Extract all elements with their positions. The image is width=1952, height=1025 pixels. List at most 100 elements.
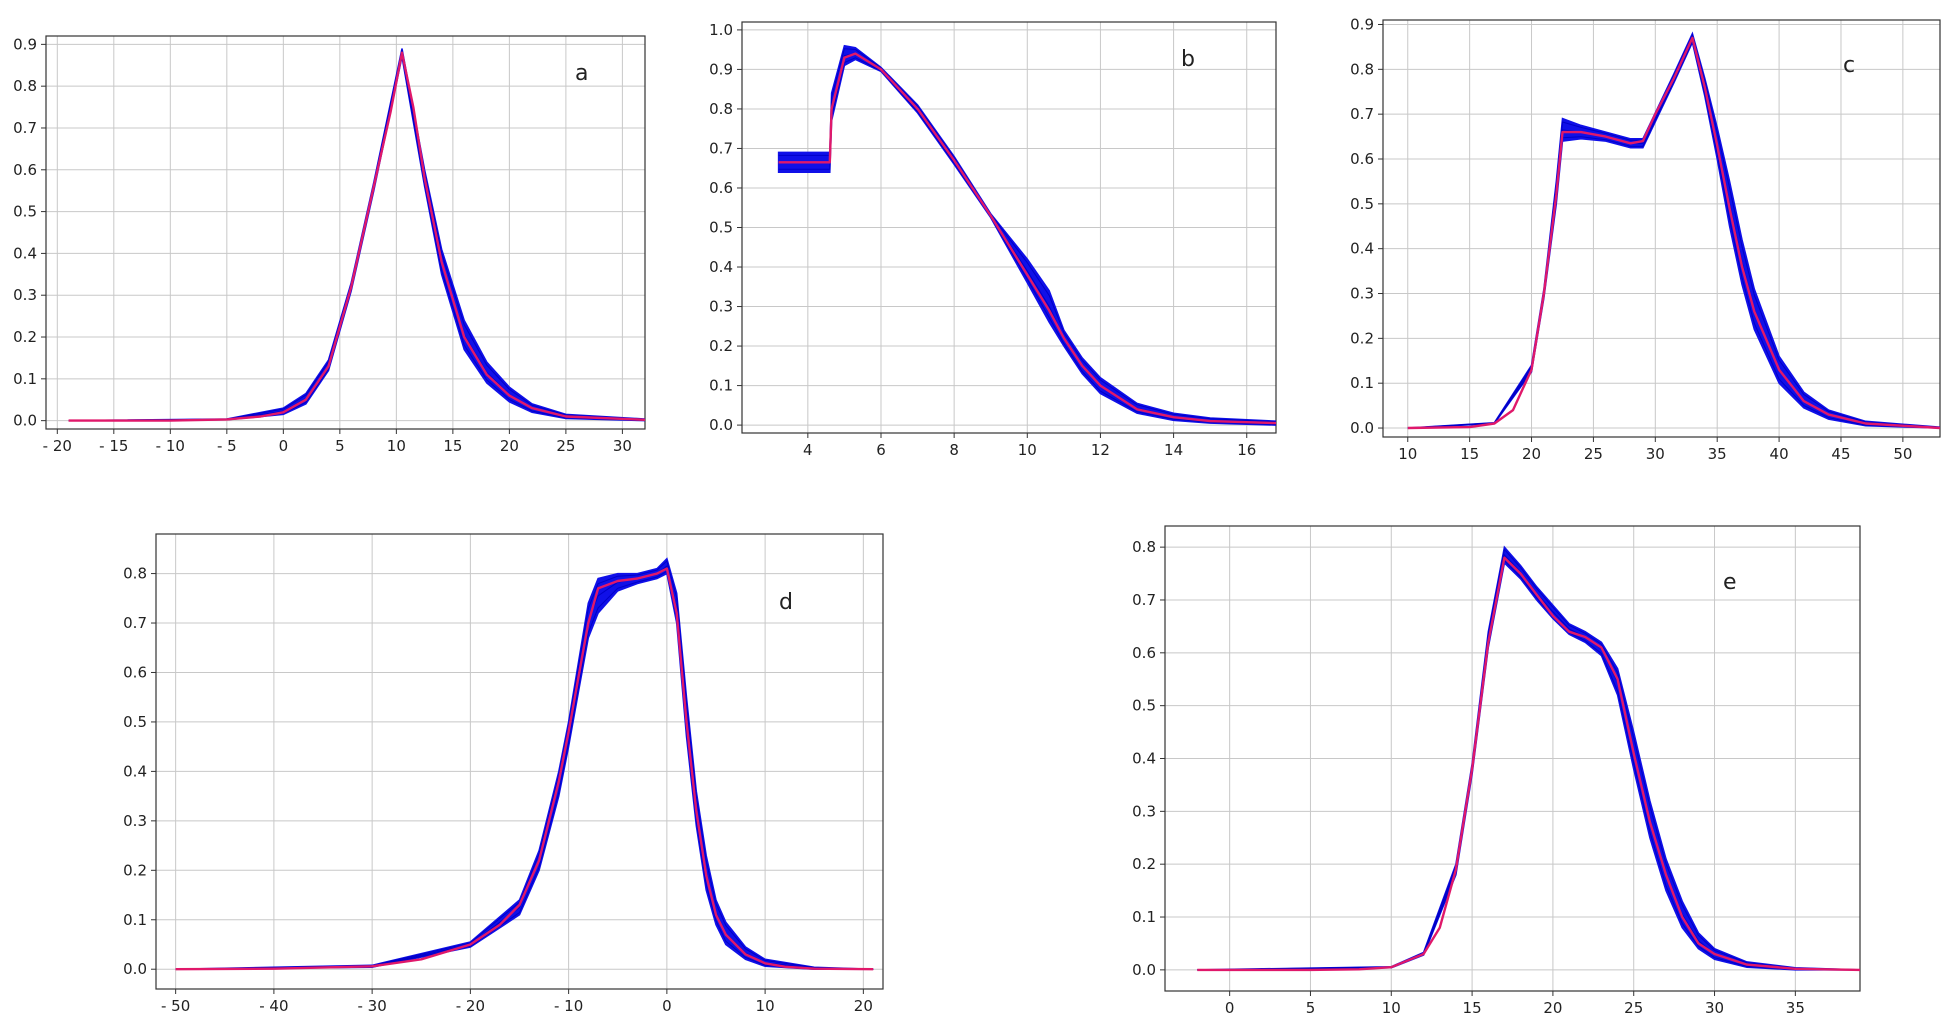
y-tick-label: 0.7 xyxy=(123,614,147,632)
chart-panel-d: - 50 - 40 - 30 - 20 - 10 0 10 20 0.0 0.1 0.2 0.3 0.4… xyxy=(123,533,884,1015)
x-tick-label: 10 xyxy=(1018,441,1037,459)
plot-frame xyxy=(45,35,646,430)
x-tick-label: - 50 xyxy=(161,997,190,1015)
y-tick-label: 0.8 xyxy=(709,100,733,118)
plot-area xyxy=(1407,31,1940,430)
gridlines xyxy=(46,36,645,429)
gridlines xyxy=(742,22,1276,433)
panel-label: d xyxy=(779,590,793,615)
x-tick-label: 14 xyxy=(1164,441,1183,459)
plot-area xyxy=(175,557,874,971)
x-tick-label: - 10 xyxy=(156,437,185,455)
y-tick-label: 0.1 xyxy=(1132,908,1156,926)
y-tick-label: 0.4 xyxy=(709,258,733,276)
x-tick-label: 25 xyxy=(1624,999,1643,1017)
y-tick-label: 0.1 xyxy=(13,370,37,388)
x-tick-label: 10 xyxy=(756,997,775,1015)
series-realisation xyxy=(175,565,874,970)
x-tick-label: - 5 xyxy=(217,437,237,455)
gridlines xyxy=(156,534,883,989)
y-tick-label: 0.4 xyxy=(123,762,147,780)
x-tick-label: 40 xyxy=(1770,445,1789,463)
y-tick-label: 0.8 xyxy=(13,77,37,95)
x-tick-label: 0 xyxy=(1225,999,1235,1017)
series-realisation xyxy=(1197,548,1860,971)
series-realisation xyxy=(1197,559,1860,971)
chart-panel-b: 4 6 8 10 12 14 16 0.0 0.1 0.2 0.3 0.4 0.5 0.6 0.7 0.8 0.… xyxy=(709,21,1277,459)
x-tick-label: 16 xyxy=(1237,441,1256,459)
series-realisation xyxy=(1197,554,1860,971)
x-tick-label: - 40 xyxy=(259,997,288,1015)
series-realisation xyxy=(68,55,645,422)
series-band xyxy=(175,557,874,970)
y-tick-label: 0.6 xyxy=(1132,644,1156,662)
x-tick-label: 20 xyxy=(854,997,873,1015)
y-tick-label: 0.0 xyxy=(1132,961,1156,979)
x-tick-label: 0 xyxy=(662,997,672,1015)
series-realisation xyxy=(778,48,1276,423)
y-tick-label: 0.0 xyxy=(123,960,147,978)
chart-panel-a: - 20 - 15 - 10 - 5 0 5 10 15 20 25 30 0.0 0.1 0.2 0.3 0… xyxy=(13,35,646,455)
x-tick-label: 25 xyxy=(1584,445,1603,463)
series-realisation xyxy=(68,49,645,422)
y-tick-label: 0.0 xyxy=(13,412,37,430)
y-tick-label: 0.3 xyxy=(1350,285,1374,303)
x-tick-label: 10 xyxy=(1382,999,1401,1017)
y-tick-label: 0.3 xyxy=(709,298,733,316)
series-mean-line xyxy=(778,52,1276,425)
y-tick-label: 0.5 xyxy=(13,203,37,221)
series-realisation xyxy=(1407,39,1940,429)
x-tick-label: 20 xyxy=(1522,445,1541,463)
y-tick-label: 0.0 xyxy=(1350,419,1374,437)
series-realisation xyxy=(68,52,645,422)
x-tick-label: 0 xyxy=(279,437,289,455)
x-tick-label: 5 xyxy=(1306,999,1316,1017)
x-tick-label: 35 xyxy=(1786,999,1805,1017)
y-tick-label: 0.6 xyxy=(13,161,37,179)
x-tick-label: 30 xyxy=(1646,445,1665,463)
x-tick-label: - 30 xyxy=(357,997,386,1015)
series-band xyxy=(1407,31,1940,429)
y-tick-label: 0.2 xyxy=(13,328,37,346)
y-tick-label: 0.5 xyxy=(1350,195,1374,213)
chart-panel-e: 0 5 10 15 20 25 30 35 0.0 0.1 0.2 0.3 0.4 0.5 0.6 0.7 0.… xyxy=(1132,525,1861,1017)
y-tick-label: 0.4 xyxy=(1350,240,1374,258)
plot-area xyxy=(777,44,1276,426)
y-tick-label: 0.3 xyxy=(13,286,37,304)
gridlines xyxy=(1165,526,1860,991)
y-tick-label: 0.1 xyxy=(1350,374,1374,392)
y-tick-label: 0.2 xyxy=(709,337,733,355)
y-tick-label: 0.6 xyxy=(123,663,147,681)
y-tick-label: 0.4 xyxy=(1132,750,1156,768)
series-realisation xyxy=(175,560,874,970)
y-tick-label: 1.0 xyxy=(709,21,733,39)
panel-label: c xyxy=(1843,53,1855,78)
y-tick-label: 0.2 xyxy=(1132,855,1156,873)
y-tick-label: 0.1 xyxy=(123,911,147,929)
series-band xyxy=(68,48,645,422)
series-mean-line xyxy=(68,51,645,422)
gridlines xyxy=(1383,20,1940,437)
x-tick-label: 30 xyxy=(613,437,632,455)
x-tick-label: 10 xyxy=(1398,445,1417,463)
y-tick-label: 0.2 xyxy=(1350,329,1374,347)
y-tick-label: 0.9 xyxy=(1350,15,1374,33)
y-tick-label: 0.1 xyxy=(709,377,733,395)
y-tick-label: 0.0 xyxy=(709,416,733,434)
series-band xyxy=(1197,545,1860,971)
y-tick-label: 0.7 xyxy=(1350,105,1374,123)
y-tick-label: 0.8 xyxy=(1132,538,1156,556)
series-realisation xyxy=(1407,36,1940,429)
panel-label: b xyxy=(1181,47,1195,72)
x-tick-label: 12 xyxy=(1091,441,1110,459)
y-tick-label: 0.7 xyxy=(709,139,733,157)
series-mean-line xyxy=(175,567,874,971)
y-tick-label: 0.7 xyxy=(1132,591,1156,609)
x-tick-label: 45 xyxy=(1831,445,1850,463)
x-tick-label: 10 xyxy=(387,437,406,455)
x-tick-label: 15 xyxy=(1463,999,1482,1017)
x-tick-label: - 15 xyxy=(99,437,128,455)
series-realisation xyxy=(175,570,874,970)
panel-label: e xyxy=(1723,570,1737,595)
